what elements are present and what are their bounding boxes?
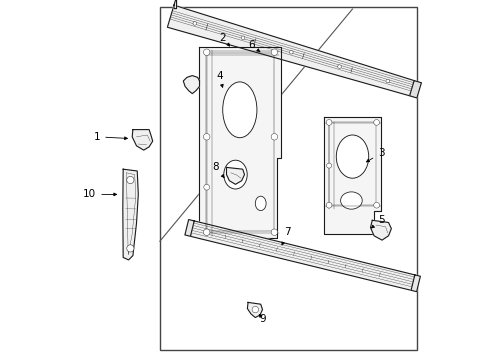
- Text: 4: 4: [216, 71, 223, 87]
- Circle shape: [289, 50, 292, 54]
- Circle shape: [325, 120, 331, 125]
- Circle shape: [326, 163, 331, 168]
- Polygon shape: [183, 76, 199, 94]
- Circle shape: [270, 229, 277, 235]
- Ellipse shape: [340, 192, 362, 209]
- Text: 5: 5: [371, 215, 384, 228]
- Circle shape: [126, 176, 134, 184]
- Polygon shape: [370, 220, 390, 240]
- Circle shape: [203, 49, 209, 55]
- Text: 9: 9: [259, 314, 265, 324]
- Circle shape: [193, 22, 196, 25]
- Text: 7: 7: [281, 227, 290, 245]
- Polygon shape: [132, 130, 152, 150]
- Polygon shape: [410, 275, 420, 292]
- Polygon shape: [167, 5, 413, 96]
- Polygon shape: [323, 117, 381, 234]
- Polygon shape: [174, 0, 176, 9]
- Circle shape: [373, 202, 379, 208]
- Circle shape: [203, 134, 209, 140]
- Polygon shape: [247, 302, 262, 318]
- Polygon shape: [122, 169, 138, 260]
- Text: 2: 2: [219, 33, 229, 46]
- Circle shape: [203, 229, 209, 235]
- Circle shape: [337, 65, 341, 68]
- Polygon shape: [199, 47, 280, 238]
- Circle shape: [251, 306, 258, 313]
- Circle shape: [270, 49, 277, 55]
- Text: 10: 10: [83, 189, 116, 199]
- Circle shape: [126, 245, 134, 252]
- Circle shape: [373, 120, 379, 125]
- Ellipse shape: [224, 160, 247, 189]
- Ellipse shape: [336, 135, 368, 178]
- Bar: [160, 7, 416, 350]
- Ellipse shape: [222, 82, 256, 138]
- Polygon shape: [409, 81, 421, 98]
- Polygon shape: [226, 167, 244, 184]
- Text: 8: 8: [212, 162, 224, 177]
- Circle shape: [270, 134, 277, 140]
- Circle shape: [325, 202, 331, 208]
- Circle shape: [241, 36, 244, 40]
- Text: 1: 1: [93, 132, 127, 142]
- Circle shape: [385, 79, 389, 83]
- Text: 3: 3: [366, 148, 384, 162]
- Polygon shape: [190, 221, 414, 290]
- Ellipse shape: [255, 196, 265, 211]
- Circle shape: [203, 184, 209, 190]
- Text: 6: 6: [248, 40, 260, 52]
- Polygon shape: [184, 220, 194, 236]
